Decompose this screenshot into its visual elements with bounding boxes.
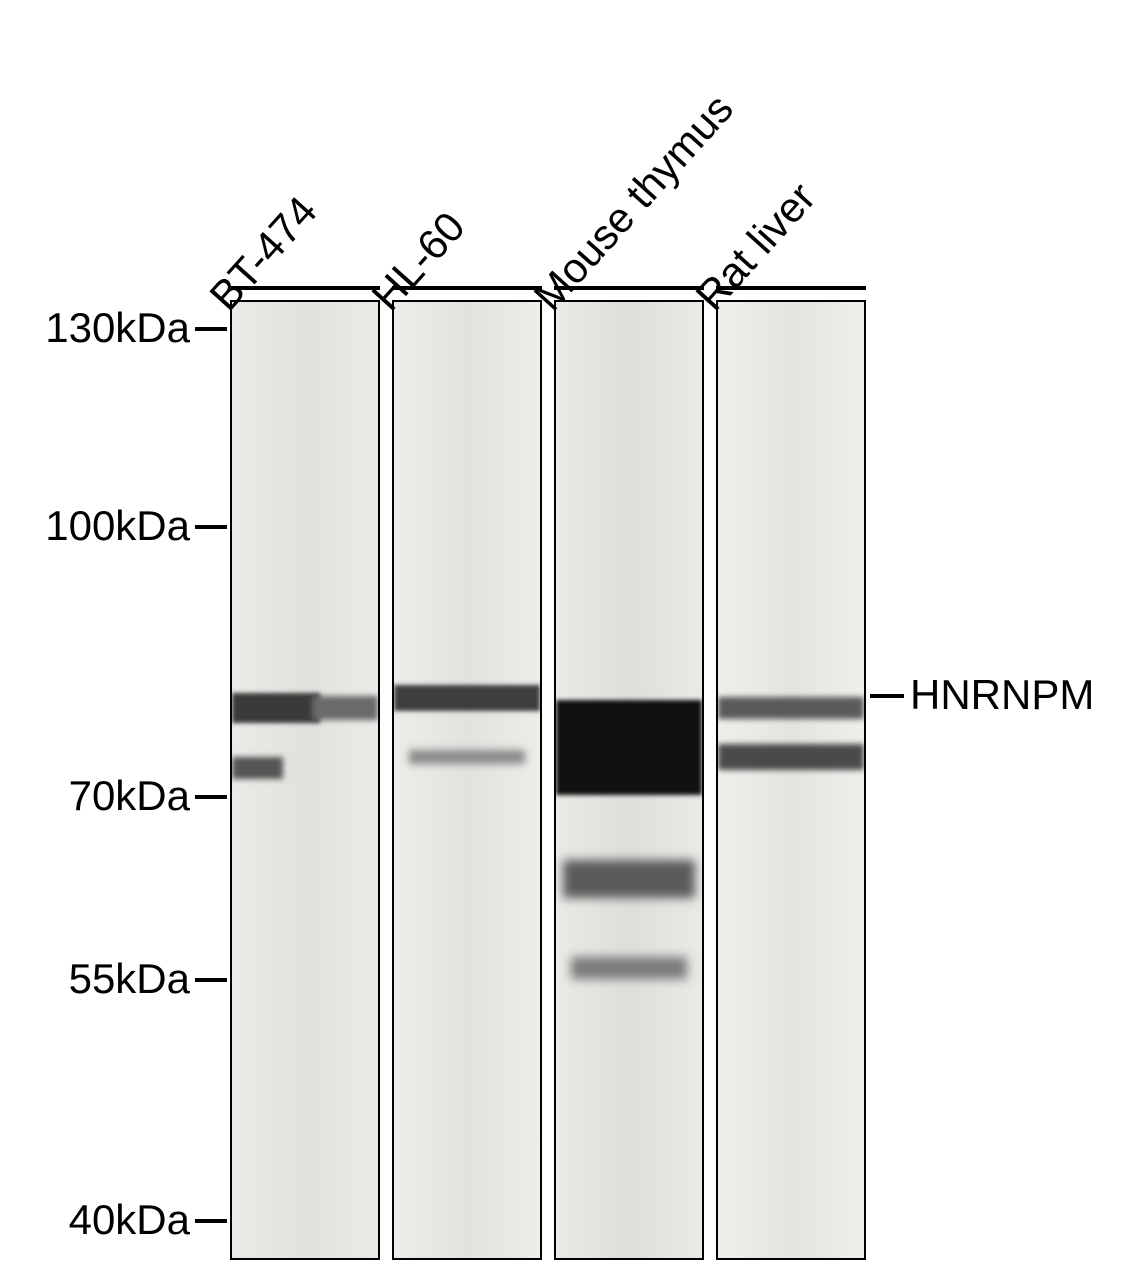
target-label: HNRNPM [910, 671, 1094, 719]
mw-marker-label: 55kDa [69, 955, 190, 1003]
mw-marker-label: 40kDa [69, 1196, 190, 1244]
mw-marker-tick [195, 327, 227, 331]
mw-marker-tick [195, 525, 227, 529]
band [232, 693, 320, 723]
western-blot-figure: BT-474HL-60Mouse thymusRat liver130kDa10… [0, 0, 1148, 1280]
mw-marker-label: 100kDa [45, 502, 190, 550]
lane-hl60 [392, 300, 542, 1260]
band [394, 685, 540, 711]
target-tick [870, 694, 904, 698]
mw-marker-tick [195, 978, 227, 982]
band [571, 957, 688, 979]
band [563, 860, 694, 898]
mw-marker-tick [195, 795, 227, 799]
band [312, 696, 378, 720]
lane-label: Rat liver [686, 173, 825, 320]
band [556, 700, 702, 795]
mw-marker-label: 70kDa [69, 772, 190, 820]
band [718, 744, 864, 770]
lane-mouse-thymus [554, 300, 704, 1260]
mw-marker-label: 130kDa [45, 304, 190, 352]
lane-bt474 [230, 300, 380, 1260]
band [409, 750, 526, 764]
band [718, 697, 864, 719]
mw-marker-tick [195, 1219, 227, 1223]
lane-rat-liver [716, 300, 866, 1260]
band [232, 757, 283, 779]
